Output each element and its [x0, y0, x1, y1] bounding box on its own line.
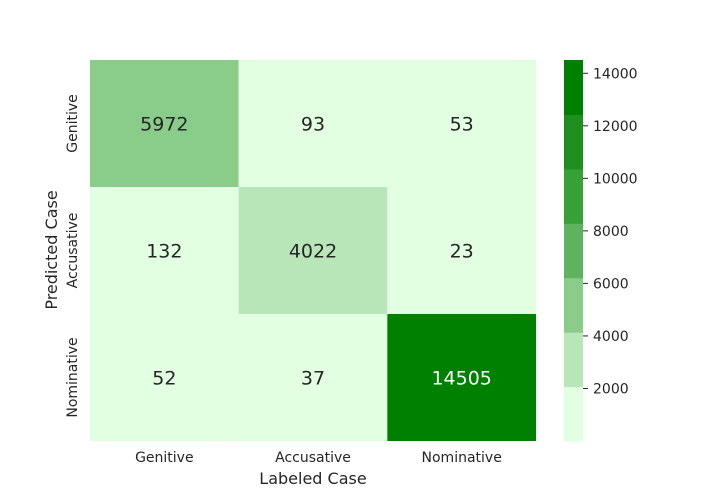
colorbar-segment: [564, 168, 583, 224]
cell-value-label: 93: [301, 114, 325, 136]
heatmap-cell: [387, 60, 536, 187]
cell-value-label: 4022: [289, 241, 337, 263]
heatmap-cell: [90, 314, 239, 441]
cell-value-label: 23: [450, 241, 474, 263]
cell-value-label: 52: [152, 368, 176, 390]
colorbar-segment: [564, 386, 583, 442]
colorbar: 2000 4000 6000 8000 10000 12000 14000: [564, 60, 638, 442]
y-axis-label: Predicted Case: [42, 190, 61, 309]
colorbar-tick-label: 2000: [593, 381, 629, 397]
cell-value-label: 37: [301, 368, 325, 390]
cell-value-label: 5972: [140, 114, 188, 136]
x-tick-label: Genitive: [135, 450, 194, 466]
x-tick-label: Nominative: [422, 450, 502, 466]
x-tick-label: Accusative: [275, 450, 351, 466]
colorbar-segment: [564, 277, 583, 333]
heatmap-cell: [238, 187, 388, 314]
colorbar-tick-label: 14000: [593, 66, 638, 82]
y-tick-label: Nominative: [65, 337, 81, 417]
colorbar-tick-label: 10000: [593, 171, 638, 187]
heatmap-cell: [387, 187, 536, 314]
cell-value-label: 132: [146, 241, 182, 263]
heatmap-cells: 5972 93 53 132 4022 23 52 37 14505: [90, 60, 536, 441]
colorbar-tick-label: 8000: [593, 224, 629, 240]
heatmap-cell: [238, 314, 388, 441]
heatmap-cell: [90, 187, 239, 314]
colorbar-segment: [564, 332, 583, 388]
y-tick-labels: Genitive Accusative Nominative: [65, 94, 81, 417]
y-tick-label: Accusative: [65, 213, 81, 289]
colorbar-segment: [564, 223, 583, 279]
x-axis-label: Labeled Case: [259, 469, 366, 488]
colorbar-tick-label: 6000: [593, 276, 629, 292]
colorbar-segment: [564, 60, 583, 115]
heatmap-cell: [387, 314, 536, 441]
colorbar-tick-label: 12000: [593, 119, 638, 135]
y-tick-label: Genitive: [65, 94, 81, 153]
heatmap-cell: [90, 60, 239, 187]
heatmap-cell: [238, 60, 388, 187]
colorbar-tick-label: 4000: [593, 329, 629, 345]
cell-value-label: 14505: [431, 368, 491, 390]
colorbar-segment: [564, 114, 583, 170]
x-tick-labels: Genitive Accusative Nominative: [135, 450, 502, 466]
cell-value-label: 53: [450, 114, 474, 136]
